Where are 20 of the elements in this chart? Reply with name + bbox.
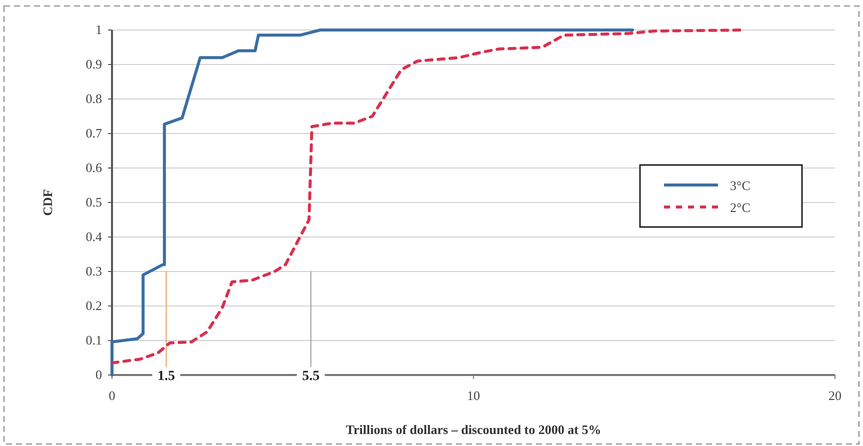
ref-line-label: 1.5	[157, 369, 175, 384]
y-axis-title: CDF	[40, 189, 55, 216]
y-tick-label: 0.4	[86, 229, 102, 244]
x-axis-title: Trillions of dollars – discounted to 2000 at 5%	[346, 422, 602, 437]
x-tick-label: 0	[108, 388, 116, 403]
y-tick-label: 0.2	[86, 298, 102, 313]
y-tick-label: 0.5	[86, 194, 102, 210]
y-tick-label: 0.3	[86, 264, 102, 278]
legend-label: 2°C	[730, 200, 750, 215]
ref-line-label: 5.5	[302, 369, 320, 384]
x-tick-label: 20	[828, 388, 842, 403]
y-tick-label: 0	[96, 367, 102, 382]
y-tick-label: 1	[96, 22, 102, 37]
y-tick-label: 0.9	[86, 56, 102, 72]
y-tick-label: 0.7	[86, 126, 102, 140]
y-tick-label: 0.8	[86, 91, 102, 106]
x-tick-label: 10	[467, 388, 480, 403]
y-tick-label: 0.1	[86, 332, 102, 348]
y-tick-label: 0.6	[86, 160, 102, 175]
legend-label: 3°C	[730, 178, 750, 193]
